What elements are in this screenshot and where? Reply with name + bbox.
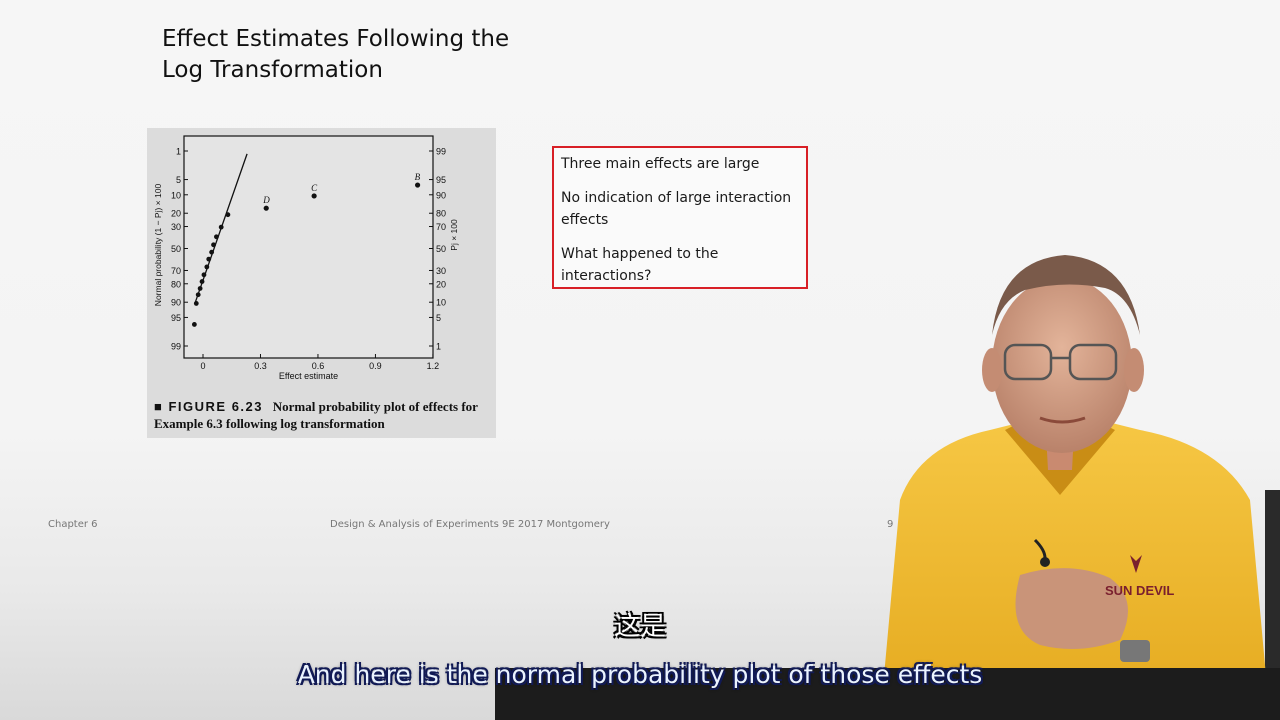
- slide-title-line1: Effect Estimates Following the: [162, 26, 510, 52]
- x-tick-label: 0.6: [312, 361, 325, 371]
- slide-title: Effect Estimates Following the Log Trans…: [162, 24, 582, 86]
- figure-panel: 1 99 5 95 10 90 20 80 30 70 50 50 70 30 80 20 90 10 95 5 99 1…: [147, 128, 496, 438]
- y-tick-label-left: 10: [171, 190, 181, 200]
- y-tick-label-left: 20: [171, 209, 181, 219]
- x-tick-label: 0.3: [254, 361, 267, 371]
- data-point-label: B: [415, 172, 421, 182]
- y-tick-label-left: 1: [176, 147, 181, 157]
- data-point-c: [311, 193, 317, 199]
- y-tick-label-right: 99: [436, 147, 446, 157]
- data-point: [199, 279, 205, 284]
- svg-text:SUN DEVIL: SUN DEVIL: [1105, 583, 1174, 598]
- footer-chapter: Chapter 6: [48, 519, 98, 530]
- footer-book: Design & Analysis of Experiments 9E 2017…: [330, 519, 610, 530]
- y-tick-label-right: 70: [436, 222, 446, 232]
- data-point-label: D: [262, 195, 270, 205]
- data-point: [211, 242, 216, 248]
- data-point: [204, 264, 210, 270]
- data-point: [206, 256, 212, 262]
- y-tick-label-right: 5: [436, 313, 441, 323]
- data-point-b: [414, 182, 421, 188]
- y-tick-label-right: 30: [436, 266, 446, 276]
- x-tick-label: 1.2: [427, 361, 440, 371]
- x-tick-label: 0.9: [369, 361, 382, 371]
- y-axis-label-right: Pj × 100: [449, 219, 459, 251]
- data-point-label: C: [311, 183, 318, 193]
- y-tick-label-right: 90: [436, 190, 446, 200]
- data-point: [225, 212, 231, 218]
- data-point: [195, 292, 201, 298]
- data-point-d: [263, 205, 269, 211]
- desk: [495, 668, 1280, 720]
- y-tick-label-right: 80: [436, 209, 446, 219]
- data-point: [214, 234, 219, 240]
- y-tick-label-right: 95: [436, 175, 446, 185]
- y-axis-label-left: Normal probability (1 − Pj) × 100: [153, 184, 163, 307]
- data-point: [209, 249, 215, 255]
- y-tick-label-left: 90: [171, 298, 181, 308]
- y-tick-label-right: 20: [436, 279, 446, 289]
- data-point: [201, 272, 207, 278]
- y-tick-label-left: 70: [171, 266, 181, 276]
- y-tick-label-left: 99: [171, 342, 181, 352]
- callout-item: What happened to the interactions?: [561, 246, 719, 284]
- data-point: [193, 301, 199, 306]
- figure-caption-label: ■ FIGURE 6.23: [154, 399, 263, 414]
- figure-caption-text: Normal probability plot of effects for E…: [154, 399, 478, 431]
- callout-item: Three main effects are large: [561, 156, 760, 172]
- subtitle-english: And here is the normal probability plot …: [0, 660, 1280, 689]
- y-tick-label-right: 10: [436, 298, 446, 308]
- data-point: [191, 322, 197, 327]
- subtitle-chinese: 这是: [613, 612, 666, 642]
- plot-area: [183, 135, 434, 359]
- y-tick-label-left: 95: [171, 313, 181, 323]
- x-tick-label: 0: [200, 361, 205, 371]
- data-point: [197, 286, 203, 291]
- x-axis-label: Effect estimate: [279, 371, 338, 381]
- y-tick-label-left: 80: [171, 279, 181, 289]
- slide-title-line2: Log Transformation: [162, 57, 383, 83]
- y-tick-label-left: 50: [171, 244, 181, 254]
- y-tick-label-left: 30: [171, 222, 181, 232]
- figure-caption: ■ FIGURE 6.23 Normal probability plot of…: [154, 398, 494, 432]
- callout-box: Three main effects are large No indicati…: [552, 146, 808, 289]
- y-tick-label-left: 5: [176, 175, 181, 185]
- data-point: [218, 224, 224, 230]
- footer-page-number: 9: [887, 519, 894, 530]
- y-tick-label-right: 1: [436, 342, 441, 352]
- subtitle-english-text: And here is the normal probability plot …: [297, 660, 983, 689]
- y-tick-label-right: 50: [436, 244, 446, 254]
- presenter-video: SUN DEVIL: [880, 255, 1280, 720]
- callout-item: No indication of large interaction effec…: [561, 190, 792, 228]
